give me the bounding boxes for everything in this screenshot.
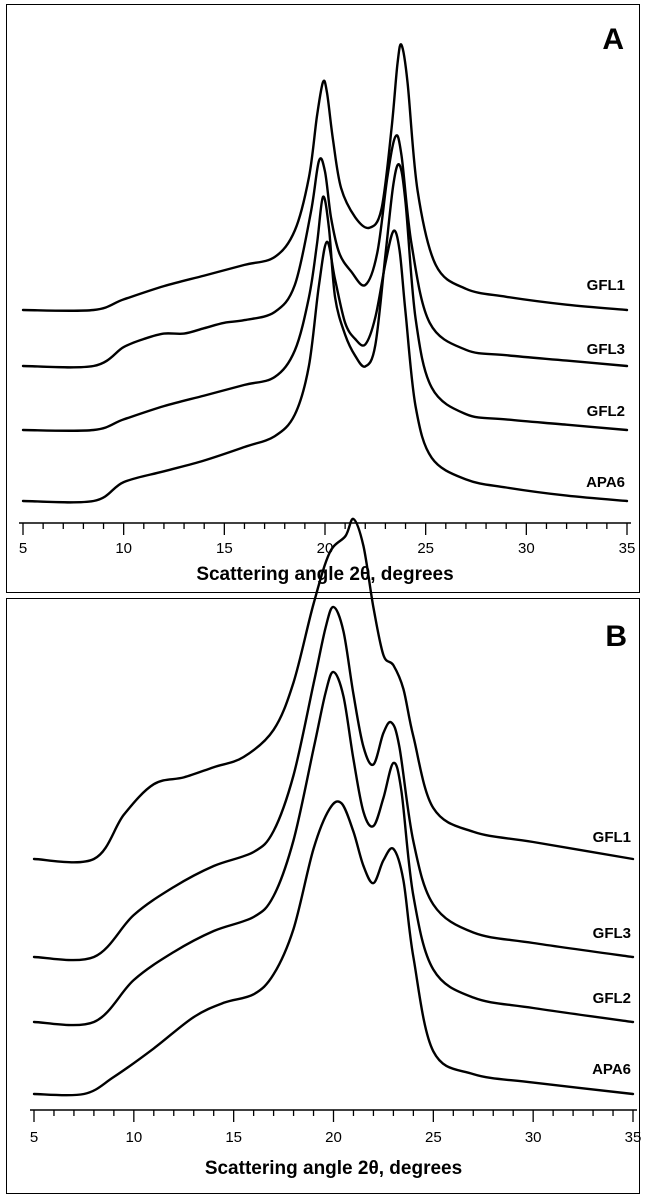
series-label-gfl2: GFL2 [587, 403, 625, 420]
x-tick-label: 10 [115, 540, 132, 557]
x-tick-label: 30 [518, 540, 535, 557]
series-line-gfl1 [21, 43, 629, 312]
series-label-gfl2: GFL2 [593, 990, 631, 1007]
series-label-apa6: APA6 [592, 1061, 631, 1078]
series-label-gfl3: GFL3 [587, 341, 625, 358]
x-tick-label: 20 [325, 1129, 342, 1146]
x-tick-label: 5 [19, 540, 27, 557]
x-tick-label: 30 [525, 1129, 542, 1146]
x-axis-title: Scattering angle 2θ, degrees [205, 1158, 462, 1179]
series-line-gfl3 [32, 605, 635, 962]
x-tick-label: 15 [225, 1129, 242, 1146]
series-label-gfl1: GFL1 [593, 829, 631, 846]
x-tick-label: 10 [125, 1129, 142, 1146]
series-label-gfl3: GFL3 [593, 925, 631, 942]
series-label-gfl1: GFL1 [587, 277, 625, 294]
series-line-gfl3 [21, 134, 629, 369]
x-tick-label: 35 [619, 540, 636, 557]
panel-label: A [602, 23, 624, 56]
x-tick-label: 35 [625, 1129, 642, 1146]
x-axis-title: Scattering angle 2θ, degrees [196, 564, 453, 585]
series-line-gfl1 [32, 517, 635, 864]
series-label-apa6: APA6 [586, 474, 625, 491]
x-tick-label: 5 [30, 1129, 38, 1146]
x-tick-label: 25 [417, 540, 434, 557]
x-tick-label: 15 [216, 540, 233, 557]
series-line-gfl2 [32, 670, 635, 1027]
panel-label: B [605, 620, 627, 653]
chart-panel-a: 5 10 15 20 25 30 35 Scattering angle 2θ, degree… [6, 4, 640, 593]
series-line-apa6 [32, 800, 635, 1097]
series-line-apa6 [21, 229, 629, 504]
chart-b-svg: 5 10 15 20 25 30 35 Scattering angle 2θ, degree… [30, 517, 641, 1179]
chart-panel-b: 5 10 15 20 25 30 35 Scattering angle 2θ, degree… [6, 517, 641, 1194]
x-tick-label: 25 [425, 1129, 442, 1146]
series-line-gfl2 [21, 163, 629, 432]
